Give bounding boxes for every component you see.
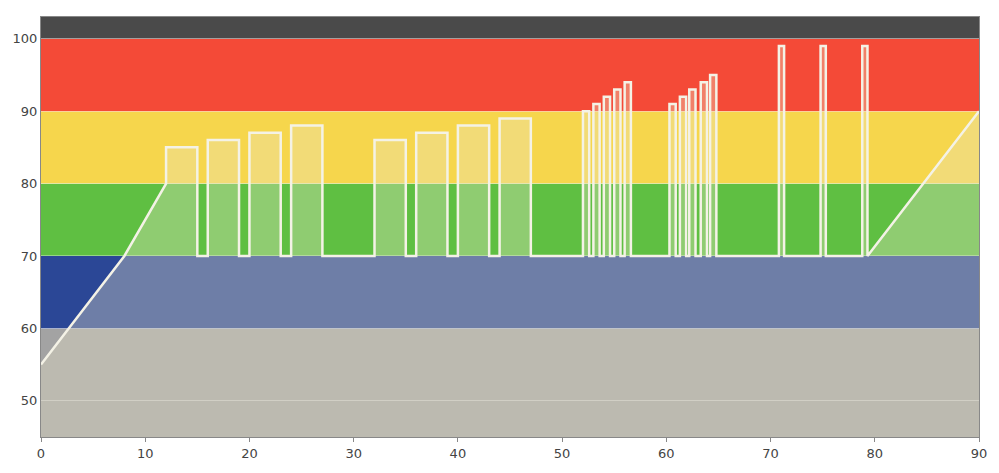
svg-text:50: 50 [554,446,571,461]
svg-text:90: 90 [971,446,988,461]
svg-text:0: 0 [37,446,45,461]
svg-text:40: 40 [450,446,467,461]
svg-text:10: 10 [137,446,154,461]
svg-text:90: 90 [21,104,38,119]
svg-text:80: 80 [867,446,884,461]
svg-text:30: 30 [345,446,362,461]
svg-text:20: 20 [241,446,258,461]
svg-text:70: 70 [21,249,38,264]
svg-text:70: 70 [762,446,779,461]
svg-text:80: 80 [21,176,38,191]
svg-text:60: 60 [21,321,38,336]
svg-text:60: 60 [658,446,675,461]
svg-text:100: 100 [13,31,38,46]
svg-text:50: 50 [21,393,38,408]
